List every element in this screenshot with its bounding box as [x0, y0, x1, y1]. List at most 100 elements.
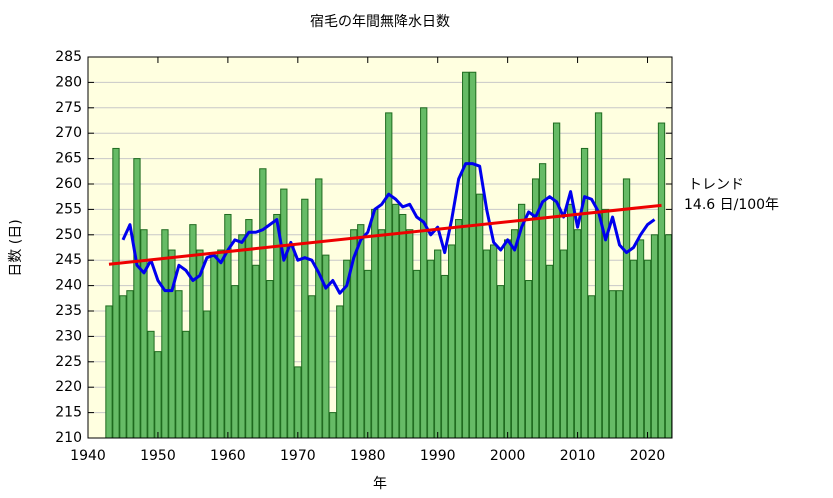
- bar: [203, 310, 211, 439]
- x-tick-label: 1940: [70, 448, 106, 464]
- bar: [587, 295, 596, 439]
- bar: [175, 290, 183, 439]
- y-tick-label: 235: [55, 303, 82, 319]
- bar: [336, 305, 344, 439]
- y-tick-label: 230: [55, 328, 82, 344]
- bar: [238, 234, 246, 439]
- y-axis-label: 日数 (日): [8, 219, 24, 276]
- bar: [559, 249, 568, 439]
- bar: [301, 198, 309, 439]
- bar: [580, 147, 589, 439]
- bar: [615, 290, 624, 439]
- bar: [126, 290, 134, 439]
- bar: [147, 330, 155, 439]
- y-tick-label: 275: [55, 100, 82, 116]
- bar: [594, 112, 603, 439]
- bar: [643, 259, 652, 439]
- bar: [434, 249, 442, 439]
- bar: [573, 229, 582, 439]
- x-tick-label: 2010: [560, 448, 596, 464]
- x-tick-label: 1950: [140, 448, 176, 464]
- bar: [378, 229, 386, 439]
- y-tick-label: 285: [55, 49, 82, 65]
- x-tick-label: 2020: [630, 448, 666, 464]
- bar: [280, 188, 288, 439]
- bar: [182, 330, 190, 439]
- annotation: トレンド: [688, 177, 744, 193]
- y-tick-label: 225: [55, 354, 82, 370]
- bar: [210, 254, 218, 439]
- y-tick-label: 260: [55, 176, 82, 192]
- bar: [455, 219, 463, 439]
- y-tick-label: 215: [55, 405, 82, 421]
- bar: [399, 213, 407, 439]
- bar: [510, 229, 519, 439]
- bar: [413, 269, 421, 439]
- bar: [161, 229, 169, 439]
- bar: [629, 259, 638, 439]
- bar: [217, 249, 225, 439]
- y-tick-label: 265: [55, 151, 82, 167]
- plot-frame: [87, 56, 673, 439]
- bar: [294, 366, 302, 439]
- bar: [608, 290, 617, 439]
- bar: [462, 71, 470, 439]
- x-tick-label: 1980: [350, 448, 386, 464]
- bar: [266, 280, 274, 439]
- bar: [469, 71, 477, 439]
- bar: [308, 295, 316, 439]
- bar: [657, 122, 666, 439]
- bar: [119, 295, 127, 439]
- bar: [420, 107, 428, 439]
- bar: [427, 259, 435, 439]
- annotation: 14.6 日/100年: [684, 197, 779, 213]
- bar: [154, 351, 162, 439]
- bar: [357, 224, 365, 439]
- bar: [392, 203, 400, 439]
- bar: [496, 285, 505, 439]
- y-tick-label: 210: [55, 430, 82, 446]
- y-tick-label: 270: [55, 125, 82, 141]
- x-axis-label: 年: [373, 476, 387, 492]
- bar: [636, 239, 645, 439]
- bar: [622, 178, 631, 439]
- line: [121, 162, 656, 295]
- bar: [371, 208, 379, 439]
- x-tick-label: 2000: [490, 448, 526, 464]
- x-tick-label: 1960: [210, 448, 246, 464]
- bar: [476, 193, 484, 439]
- x-tick-label: 1990: [420, 448, 456, 464]
- bar: [503, 239, 512, 439]
- bar: [448, 244, 456, 439]
- bar: [566, 203, 575, 439]
- x-tick-label: 1970: [280, 448, 316, 464]
- bar: [524, 280, 533, 439]
- bar: [245, 219, 253, 439]
- bar: [601, 208, 610, 439]
- y-tick-label: 255: [55, 201, 82, 217]
- bar: [364, 269, 372, 439]
- chart-title: 宿毛の年間無降水日数: [310, 13, 450, 30]
- bar: [315, 178, 323, 439]
- y-tick-label: 280: [55, 74, 82, 90]
- y-tick-label: 240: [55, 278, 82, 294]
- bar: [650, 234, 659, 439]
- bar: [406, 229, 414, 439]
- bar: [483, 249, 491, 439]
- bar: [287, 244, 295, 439]
- bar: [545, 264, 554, 439]
- y-tick-label: 250: [55, 227, 82, 243]
- bar: [329, 412, 337, 439]
- bar: [259, 168, 267, 439]
- bar: [664, 234, 673, 439]
- bar: [252, 264, 260, 439]
- y-tick-label: 245: [55, 252, 82, 268]
- bar: [231, 285, 239, 439]
- line: [108, 203, 662, 266]
- bar: [441, 274, 449, 439]
- bar: [105, 305, 113, 439]
- bar: [552, 122, 561, 439]
- bar: [385, 112, 393, 439]
- y-tick-label: 220: [55, 379, 82, 395]
